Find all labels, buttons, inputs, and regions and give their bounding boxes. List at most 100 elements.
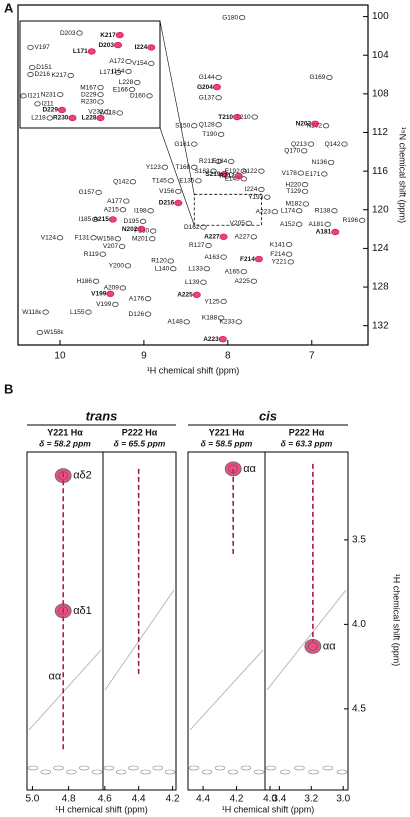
annotation: αα <box>48 671 61 683</box>
y-axis-label: ¹⁵N chemical shift (ppm) <box>398 127 408 223</box>
peak <box>200 279 207 285</box>
peak <box>36 329 44 336</box>
noise-contour <box>115 769 127 775</box>
diagonal-artifact <box>104 589 175 691</box>
peak <box>215 122 222 128</box>
peak <box>146 93 153 99</box>
peak <box>116 110 123 116</box>
peak-label: V156 <box>159 188 175 195</box>
zoom-region <box>193 193 262 226</box>
peak-label: E143 <box>225 176 241 183</box>
peak-highlight <box>212 83 221 91</box>
peak-highlight <box>220 170 229 178</box>
peak-label: D203 <box>60 30 76 37</box>
peak-label: M201 <box>132 235 149 242</box>
peak <box>29 64 36 71</box>
peak <box>326 74 333 81</box>
peak <box>191 123 198 129</box>
peak <box>27 71 34 78</box>
noise-contour <box>164 769 176 775</box>
noise-contour <box>78 765 90 771</box>
peak <box>34 101 41 107</box>
peak <box>285 241 293 248</box>
peak-label: L155 <box>70 309 85 316</box>
peak <box>125 68 132 75</box>
peak-label: N202 <box>296 121 312 128</box>
peak <box>301 148 308 154</box>
zoom-connector <box>159 127 195 226</box>
peak <box>227 158 235 165</box>
peak-label: Q170 <box>284 148 300 155</box>
peak-label: V154 <box>132 60 148 67</box>
peak <box>220 254 227 260</box>
peak-label: A165 <box>225 268 241 275</box>
peak <box>264 194 271 200</box>
peak <box>175 188 182 195</box>
peak-label: D216 <box>159 200 175 207</box>
peak <box>148 60 155 67</box>
peak <box>295 208 303 214</box>
x-tick-label: 3.0 <box>336 794 350 805</box>
peak <box>307 141 315 147</box>
peak <box>97 91 104 98</box>
peak-contour <box>58 471 68 480</box>
x-tick-label: 8 <box>225 351 231 362</box>
peak-label: D160 <box>130 93 146 100</box>
peak <box>258 186 265 193</box>
x-tick-label: 4.2 <box>230 794 244 805</box>
peak-label: αα <box>323 640 336 652</box>
peak-label: K233 <box>220 319 236 326</box>
peak-label: I224 <box>135 44 148 51</box>
peak-highlight <box>331 228 340 236</box>
x-tick-label: 3.4 <box>272 794 286 805</box>
peak-label: Q142 <box>113 178 129 185</box>
peak-highlight <box>137 225 146 233</box>
noise-contour <box>279 769 291 775</box>
peak-label: L218 <box>31 115 46 122</box>
peak <box>167 258 174 264</box>
peak-label: V197 <box>35 44 51 51</box>
peak-label: R196 <box>343 217 359 224</box>
peak <box>92 216 99 223</box>
diagonal-artifact <box>28 649 102 731</box>
noise-contour <box>27 765 39 771</box>
peak-label: I211 <box>42 101 55 108</box>
y-tick-label: 124 <box>372 243 389 254</box>
peak-label: S150 <box>175 122 191 129</box>
peak-label: T168 <box>175 164 190 171</box>
peak <box>144 296 152 302</box>
peak <box>304 638 322 654</box>
peak-label: αδ2 <box>73 470 92 482</box>
x-axis-label: ¹H chemical shift (ppm) <box>55 804 148 814</box>
x-tick-label: 4.2 <box>166 794 180 805</box>
peak <box>285 251 293 257</box>
diagonal-artifact <box>189 649 264 731</box>
peak <box>183 319 190 325</box>
peak-label: R119 <box>84 251 99 258</box>
peak-label: A181 <box>309 221 325 228</box>
peak-highlight <box>114 41 123 49</box>
peak <box>297 170 305 176</box>
peak-label: L171 <box>100 69 115 76</box>
peak-label: L139 <box>185 279 200 286</box>
noise-contour <box>308 769 319 775</box>
peak-label: T129 <box>286 188 301 195</box>
peak <box>54 468 72 484</box>
peak <box>123 198 130 204</box>
peak <box>149 228 157 234</box>
peak-label: S219 <box>205 171 221 178</box>
peak-label: αδ1 <box>73 605 92 617</box>
peak-highlight <box>192 291 201 298</box>
peak <box>295 221 303 227</box>
strip-label: Y221 Hα <box>209 427 245 437</box>
peak-label: G204 <box>197 84 213 91</box>
peak-label: L140 <box>155 265 170 272</box>
noise-contour <box>201 769 213 775</box>
peak-label: A225 <box>235 278 251 285</box>
peak-highlight <box>174 199 183 207</box>
peak-label: L133 <box>188 265 203 272</box>
noise-contour <box>53 765 64 771</box>
group-title: cis <box>259 408 277 423</box>
peak-label: Q128 <box>199 121 215 128</box>
